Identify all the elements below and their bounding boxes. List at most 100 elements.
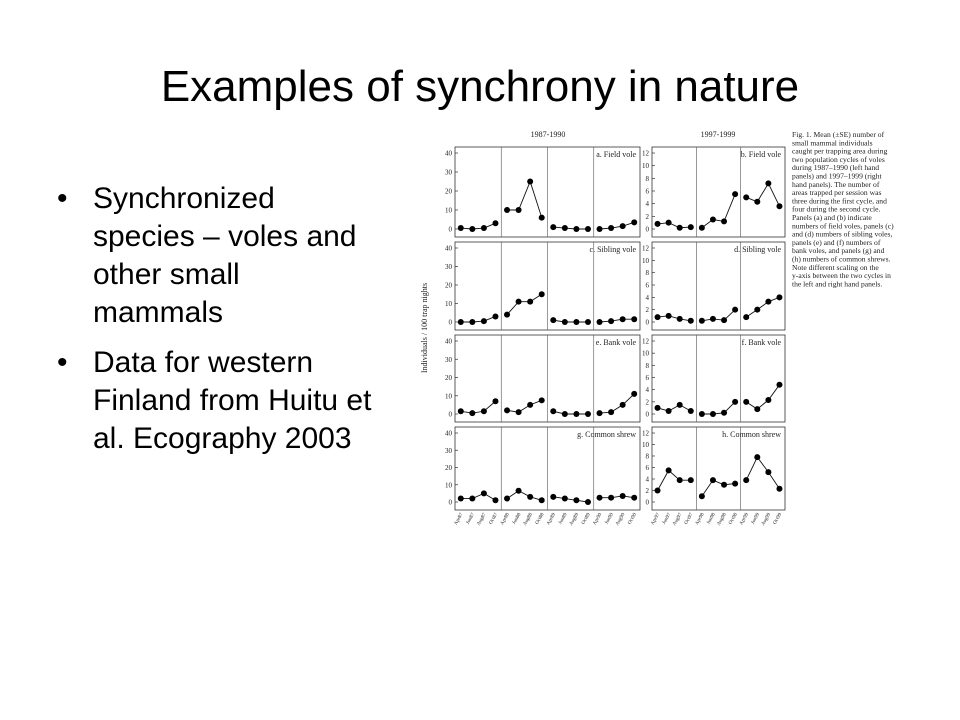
data-point [709, 315, 716, 322]
data-point [765, 180, 772, 187]
data-point [584, 319, 591, 325]
data-point [504, 207, 511, 213]
data-point [538, 214, 545, 221]
data-point [480, 408, 487, 415]
data-point [732, 191, 739, 198]
series-line [599, 393, 635, 414]
data-point [550, 224, 557, 231]
data-point [538, 291, 545, 298]
data-point [561, 225, 568, 232]
data-point [709, 411, 716, 417]
y-tick-label: 4 [646, 476, 650, 484]
x-tick-label: Jun89 [558, 512, 569, 525]
data-point [504, 407, 511, 414]
data-point [698, 224, 705, 231]
series-line [657, 469, 691, 491]
y-tick-label: 2 [646, 398, 650, 406]
y-tick-label: 20 [445, 374, 453, 382]
data-point [480, 318, 487, 325]
data-point [676, 401, 683, 408]
data-point [515, 207, 522, 213]
caption-line: small mammal individuals [792, 138, 873, 147]
x-tick-label: Aug90 [615, 512, 626, 527]
data-point [492, 497, 499, 504]
y-tick-label: 40 [445, 430, 453, 438]
data-point [538, 397, 545, 404]
data-point [469, 495, 476, 502]
y-tick-label: 8 [646, 453, 650, 461]
y-tick-label: 10 [642, 350, 650, 358]
y-tick-label: 2 [646, 213, 650, 221]
y-tick-label: 10 [642, 257, 650, 265]
x-tick-label: Aug87 [476, 512, 487, 527]
series-line [701, 479, 736, 497]
data-point [492, 313, 499, 320]
panel-label: e. Bank vole [596, 338, 637, 347]
data-point [515, 409, 522, 416]
data-point [608, 225, 615, 232]
x-tick-label: Apr87 [454, 512, 465, 526]
data-point [743, 398, 750, 405]
data-point [743, 314, 750, 321]
data-point [776, 381, 783, 388]
y-tick-label: 40 [445, 338, 453, 346]
data-point [676, 315, 683, 322]
series-line [701, 193, 736, 229]
data-point [608, 409, 615, 416]
data-point [732, 398, 739, 405]
series-line [460, 316, 496, 323]
y-tick-label: 40 [445, 150, 453, 158]
data-point [515, 298, 522, 305]
data-point [584, 499, 591, 505]
data-point [754, 454, 761, 461]
caption-line: (h) numbers of common shrews. [792, 255, 891, 264]
caption-line: hand panels). The number of [792, 180, 880, 189]
x-tick-label: Aug99 [761, 512, 772, 527]
data-point [698, 411, 705, 417]
panel-frame [651, 146, 786, 238]
x-tick-label: Aug88 [523, 512, 534, 527]
data-point [584, 226, 591, 232]
series-line [657, 404, 692, 412]
y-tick-label: 6 [646, 464, 650, 472]
data-point [687, 477, 694, 484]
y-tick-label: 0 [449, 226, 453, 234]
caption-line: during 1987–1990 (left hand [792, 163, 879, 172]
y-tick-label: 10 [445, 207, 453, 215]
x-tick-label: Apr90 [593, 512, 604, 526]
data-point [480, 490, 487, 497]
data-point [619, 401, 626, 408]
data-point [732, 306, 739, 313]
data-point [619, 492, 626, 499]
x-tick-label: Jun99 [751, 512, 762, 525]
x-tick-label: Aug97 [672, 512, 683, 527]
data-point [721, 481, 728, 488]
y-tick-label: 10 [642, 162, 650, 170]
caption-line: four during the second cycle. [792, 205, 880, 214]
caption-line: two population cycles of voles [792, 155, 885, 164]
series-line [745, 296, 780, 318]
data-point [776, 294, 783, 301]
series-line [701, 309, 736, 322]
data-point [550, 317, 557, 324]
y-tick-label: 8 [646, 269, 650, 277]
data-point [665, 219, 672, 226]
data-point [631, 494, 638, 501]
series-line [599, 318, 635, 323]
data-point [608, 494, 615, 501]
y-tick-label: 20 [445, 188, 453, 196]
slide-title: Examples of synchrony in nature [160, 62, 800, 111]
caption-line: panels) and 1997–1999 (right [792, 172, 883, 181]
data-point [469, 226, 476, 232]
data-point [608, 318, 615, 325]
data-point [573, 319, 580, 325]
y-tick-label: 4 [646, 386, 650, 394]
data-point [687, 407, 694, 414]
data-point [665, 312, 672, 319]
series-line [599, 495, 635, 499]
data-point [654, 487, 661, 494]
y-tick-label: 10 [445, 392, 453, 400]
y-tick-label: 12 [642, 430, 650, 438]
y-tick-label: 30 [445, 356, 453, 364]
